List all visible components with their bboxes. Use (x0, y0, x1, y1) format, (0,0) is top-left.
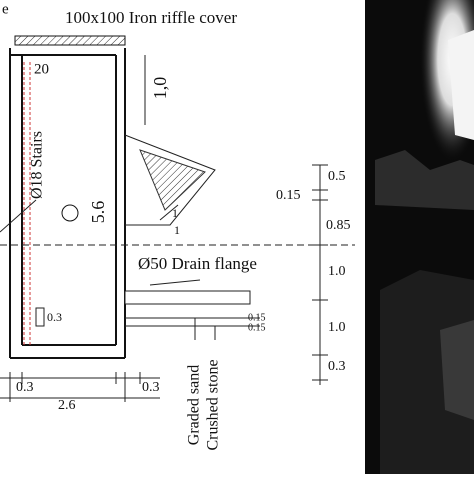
dimension-ticks (9, 372, 141, 402)
right-dim: 1.0 (328, 320, 346, 335)
depth-label: 5.6 (88, 201, 108, 224)
manhole-ring (61, 204, 79, 222)
right-dim: 1.0 (328, 264, 346, 279)
pipe-dim: 0.15 (248, 312, 266, 323)
drain-label: Ø50 Drain flange (138, 254, 257, 273)
step-dim: 0.3 (47, 310, 62, 324)
slope-label: 1 (174, 223, 180, 237)
bottom-dim: 0.3 (142, 380, 160, 395)
pipe-dim: 0.15 (248, 322, 266, 333)
corner-letter: e (2, 1, 9, 17)
slope-label: 1 (172, 206, 178, 220)
step-box (35, 307, 45, 327)
layer-label: Graded sand (186, 365, 203, 445)
stairs (23, 62, 31, 345)
slope-mark (159, 204, 179, 221)
right-dim: 0.85 (326, 218, 351, 233)
photo (365, 0, 474, 474)
dimension-ticks (312, 164, 328, 381)
leader (0, 199, 37, 233)
photo-texture (380, 270, 474, 474)
layer-label: Crushed stone (205, 359, 222, 450)
bottom-dim: 0.3 (16, 380, 34, 395)
cover-offset: 20 (34, 61, 49, 77)
drain-pipe (124, 290, 251, 305)
right-dim: 0.5 (328, 169, 346, 184)
section-drawing: e 100x100 Iron riffle cover 20 Ø18 Stair… (0, 1, 355, 451)
inlet (124, 134, 216, 226)
cover-label: 100x100 Iron riffle cover (65, 8, 237, 27)
photo-texture (440, 320, 474, 420)
inlet-fill (139, 149, 206, 211)
right-dim: 0.3 (328, 359, 346, 374)
cover-height: 1,0 (150, 77, 170, 100)
light-source (448, 30, 474, 140)
bottom-dim: 2.6 (58, 398, 76, 413)
right-dim: 0.15 (276, 188, 301, 203)
photo-texture (375, 150, 474, 210)
stairs-label: Ø18 Stairs (29, 131, 46, 199)
leader (149, 279, 201, 286)
cover (14, 35, 126, 46)
